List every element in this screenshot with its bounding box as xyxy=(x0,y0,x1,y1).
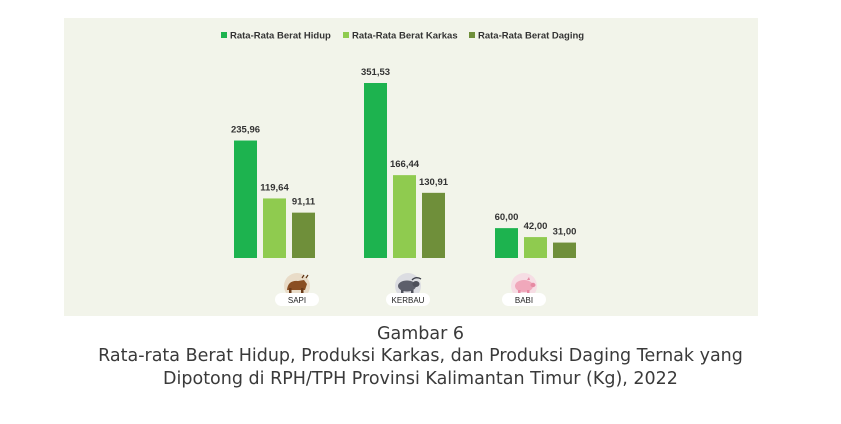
data-label: 130,91 xyxy=(419,177,449,188)
bar xyxy=(393,175,416,258)
chart-panel: Rata-Rata Berat Hidup Rata-Rata Berat Kar… xyxy=(64,18,758,316)
pig-icon xyxy=(511,273,537,299)
bar-group-babi: 60,00 42,00 31,00 xyxy=(495,212,577,258)
data-label: 42,00 xyxy=(524,221,548,232)
legend-item: Rata-Rata Berat Hidup xyxy=(221,31,331,42)
bar xyxy=(364,83,387,258)
data-label: 91,11 xyxy=(292,197,316,208)
bar xyxy=(422,192,445,258)
legend-swatch xyxy=(221,32,227,38)
bar-chart: Rata-Rata Berat Hidup Rata-Rata Berat Kar… xyxy=(221,31,584,306)
data-label: 235,96 xyxy=(231,125,260,136)
legend-swatch xyxy=(343,32,349,38)
data-label: 60,00 xyxy=(495,212,519,223)
bar xyxy=(234,140,257,258)
category-kerbau: KERBAU xyxy=(386,273,430,306)
bar xyxy=(263,198,286,258)
bar-group-kerbau: 351,53 166,44 130,91 xyxy=(361,67,449,258)
buffalo-icon xyxy=(395,273,422,299)
legend-item: Rata-Rata Berat Karkas xyxy=(343,31,458,42)
category-label-pill xyxy=(502,293,546,306)
bar xyxy=(292,212,315,258)
legend-label: Rata-Rata Berat Hidup xyxy=(230,31,331,42)
data-label: 166,44 xyxy=(390,159,420,170)
category-label-pill xyxy=(386,293,430,306)
legend-swatch xyxy=(469,32,475,38)
bar xyxy=(495,228,518,258)
legend-label: Rata-Rata Berat Karkas xyxy=(352,31,458,42)
figure-title-line-1: Rata-rata Berat Hidup, Produksi Karkas, … xyxy=(98,346,743,366)
data-label: 351,53 xyxy=(361,67,390,78)
category-label-pill xyxy=(275,293,319,306)
figure-number: Gambar 6 xyxy=(376,324,465,344)
figure-title-line-2: Dipotong di RPH/TPH Provinsi Kalimantan … xyxy=(163,369,678,389)
legend-label: Rata-Rata Berat Daging xyxy=(478,31,584,42)
cow-icon xyxy=(284,273,310,299)
category-babi: BABI xyxy=(502,273,546,306)
bar xyxy=(524,237,547,258)
legend-item: Rata-Rata Berat Daging xyxy=(469,31,584,42)
data-label: 31,00 xyxy=(553,227,577,238)
category-sapi: SAPI xyxy=(275,273,319,306)
category-label: KERBAU xyxy=(392,296,425,305)
category-label: BABI xyxy=(515,296,533,305)
category-label: SAPI xyxy=(288,296,306,305)
data-label: 119,64 xyxy=(260,182,289,193)
bar xyxy=(553,242,576,258)
